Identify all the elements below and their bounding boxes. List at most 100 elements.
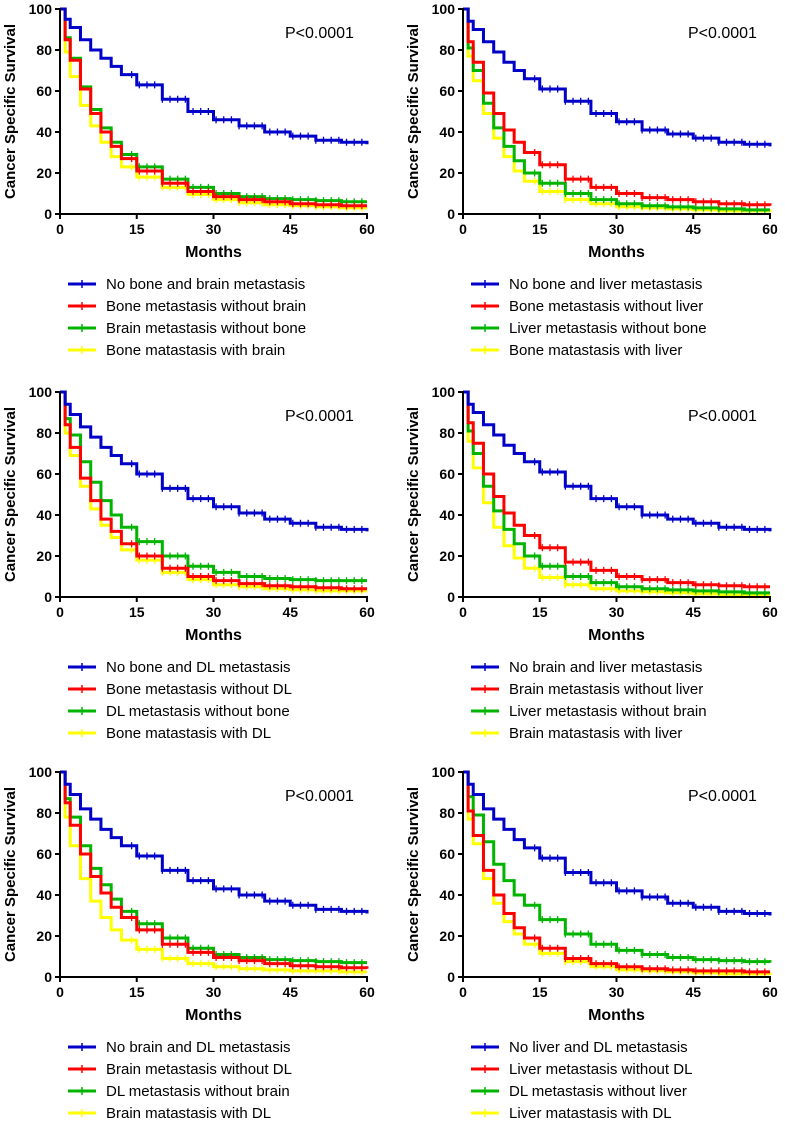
x-tick-label: 15 (532, 604, 548, 620)
censor-ticks (533, 844, 766, 917)
legend-label: No bone and DL metastasis (106, 659, 291, 676)
x-tick-label: 0 (56, 604, 64, 620)
y-tick-label: 40 (439, 507, 455, 523)
x-tick-label: 30 (609, 221, 625, 237)
legend-label: Bone metastasis without liver (509, 298, 703, 315)
x-tick-label: 15 (532, 984, 548, 1000)
y-tick-label: 60 (439, 466, 455, 482)
x-tick-label: 0 (56, 221, 64, 237)
legend-label: Liver matastasis with DL (509, 1105, 672, 1122)
x-tick-label: 0 (459, 221, 467, 237)
legend-label: Bone matastasis with brain (106, 342, 285, 359)
legend-label: Bone metastasis without brain (106, 298, 306, 315)
censor-ticks (533, 75, 766, 148)
y-tick-label: 0 (44, 206, 52, 222)
p-value-label: P<0.0001 (285, 25, 354, 42)
y-tick-label: 80 (439, 805, 455, 821)
censor-ticks (533, 149, 766, 209)
y-tick-label: 20 (36, 548, 52, 564)
legend-label: Liver metastasis without brain (509, 703, 707, 720)
censor-ticks (130, 842, 363, 915)
y-tick-label: 0 (447, 206, 455, 222)
km-plot-5: 0 20 40 60 80 100 0 15 30 45 60 Months Cancer Specif… (2, 764, 375, 1122)
survival-curve (60, 390, 369, 532)
x-tick-label: 45 (685, 221, 701, 237)
y-tick-label: 80 (439, 425, 455, 441)
survival-curve (463, 7, 772, 207)
legend-label: No bone and liver metastasis (509, 276, 702, 293)
censor-ticks (130, 71, 363, 146)
legend-label: Brain metastasis without liver (509, 681, 703, 698)
p-value-label: P<0.0001 (688, 408, 757, 425)
y-tick-label: 0 (447, 969, 455, 985)
y-tick-label: 100 (432, 384, 456, 400)
x-axis-title: Months (588, 244, 645, 261)
survival-curve (60, 770, 369, 970)
km-plot-3: 0 20 40 60 80 100 0 15 30 45 60 Months Cancer Specif… (2, 384, 375, 742)
x-tick-label: 30 (206, 221, 222, 237)
legend-label: Bone matastasis with DL (106, 725, 271, 742)
legend-label: Bone metastasis without DL (106, 681, 292, 698)
y-tick-label: 80 (36, 42, 52, 58)
y-axis-title: Cancer Specific Survival (2, 24, 19, 199)
censor-ticks (130, 523, 363, 585)
y-tick-label: 60 (36, 466, 52, 482)
x-tick-label: 15 (532, 221, 548, 237)
survival-curve (60, 770, 367, 974)
x-axis-title: Months (588, 627, 645, 644)
censor-ticks (533, 532, 766, 591)
censor-ticks (533, 901, 766, 966)
legend-label: No bone and brain metastasis (106, 276, 305, 293)
censor-ticks (130, 914, 363, 972)
legend-label: DL metastasis without brain (106, 1083, 290, 1100)
y-tick-label: 20 (36, 928, 52, 944)
p-value-label: P<0.0001 (285, 408, 354, 425)
censor-ticks (130, 540, 363, 593)
y-tick-label: 60 (36, 83, 52, 99)
x-axis-title: Months (185, 627, 242, 644)
censor-ticks (533, 458, 766, 533)
x-tick-label: 30 (609, 604, 625, 620)
x-axis-title: Months (185, 1007, 242, 1024)
x-tick-label: 30 (609, 984, 625, 1000)
legend-label: Liver metastasis without bone (509, 320, 707, 337)
y-tick-label: 100 (432, 764, 456, 780)
legend-label: DL metastasis without liver (509, 1083, 687, 1100)
y-axis-title: Cancer Specific Survival (2, 407, 19, 582)
x-tick-label: 0 (459, 984, 467, 1000)
survival-curve (60, 390, 367, 591)
y-tick-label: 20 (439, 165, 455, 181)
y-tick-label: 0 (447, 589, 455, 605)
y-axis-title: Cancer Specific Survival (405, 787, 422, 962)
y-tick-label: 40 (36, 124, 52, 140)
survival-curve (60, 7, 367, 210)
y-tick-label: 80 (439, 42, 455, 58)
x-tick-label: 60 (359, 984, 375, 1000)
y-tick-label: 100 (29, 384, 53, 400)
y-axis-title: Cancer Specific Survival (2, 787, 19, 962)
legend-label: No brain and DL metastasis (106, 1039, 291, 1056)
y-axis-title: Cancer Specific Survival (405, 24, 422, 199)
p-value-label: P<0.0001 (688, 25, 757, 42)
y-tick-label: 60 (439, 846, 455, 862)
y-axis-title: Cancer Specific Survival (405, 407, 422, 582)
x-tick-label: 45 (282, 604, 298, 620)
x-tick-label: 45 (282, 221, 298, 237)
legend-label: Brain matastasis with liver (509, 725, 682, 742)
censor-ticks (533, 934, 766, 976)
y-tick-label: 20 (36, 165, 52, 181)
y-tick-label: 40 (439, 887, 455, 903)
x-tick-label: 15 (129, 604, 145, 620)
x-axis-title: Months (185, 244, 242, 261)
y-tick-label: 60 (439, 83, 455, 99)
km-plot-4: 0 20 40 60 80 100 0 15 30 45 60 Months Cancer Specif… (405, 384, 778, 742)
censor-ticks (533, 552, 766, 597)
legend-label: Bone matastasis with liver (509, 342, 682, 359)
censor-ticks (533, 169, 766, 214)
km-plot-2: 0 20 40 60 80 100 0 15 30 45 60 Months Cancer Specif… (405, 1, 778, 359)
censor-ticks (130, 936, 363, 976)
p-value-label: P<0.0001 (285, 788, 354, 805)
y-tick-label: 80 (36, 805, 52, 821)
survival-curve (463, 7, 772, 147)
